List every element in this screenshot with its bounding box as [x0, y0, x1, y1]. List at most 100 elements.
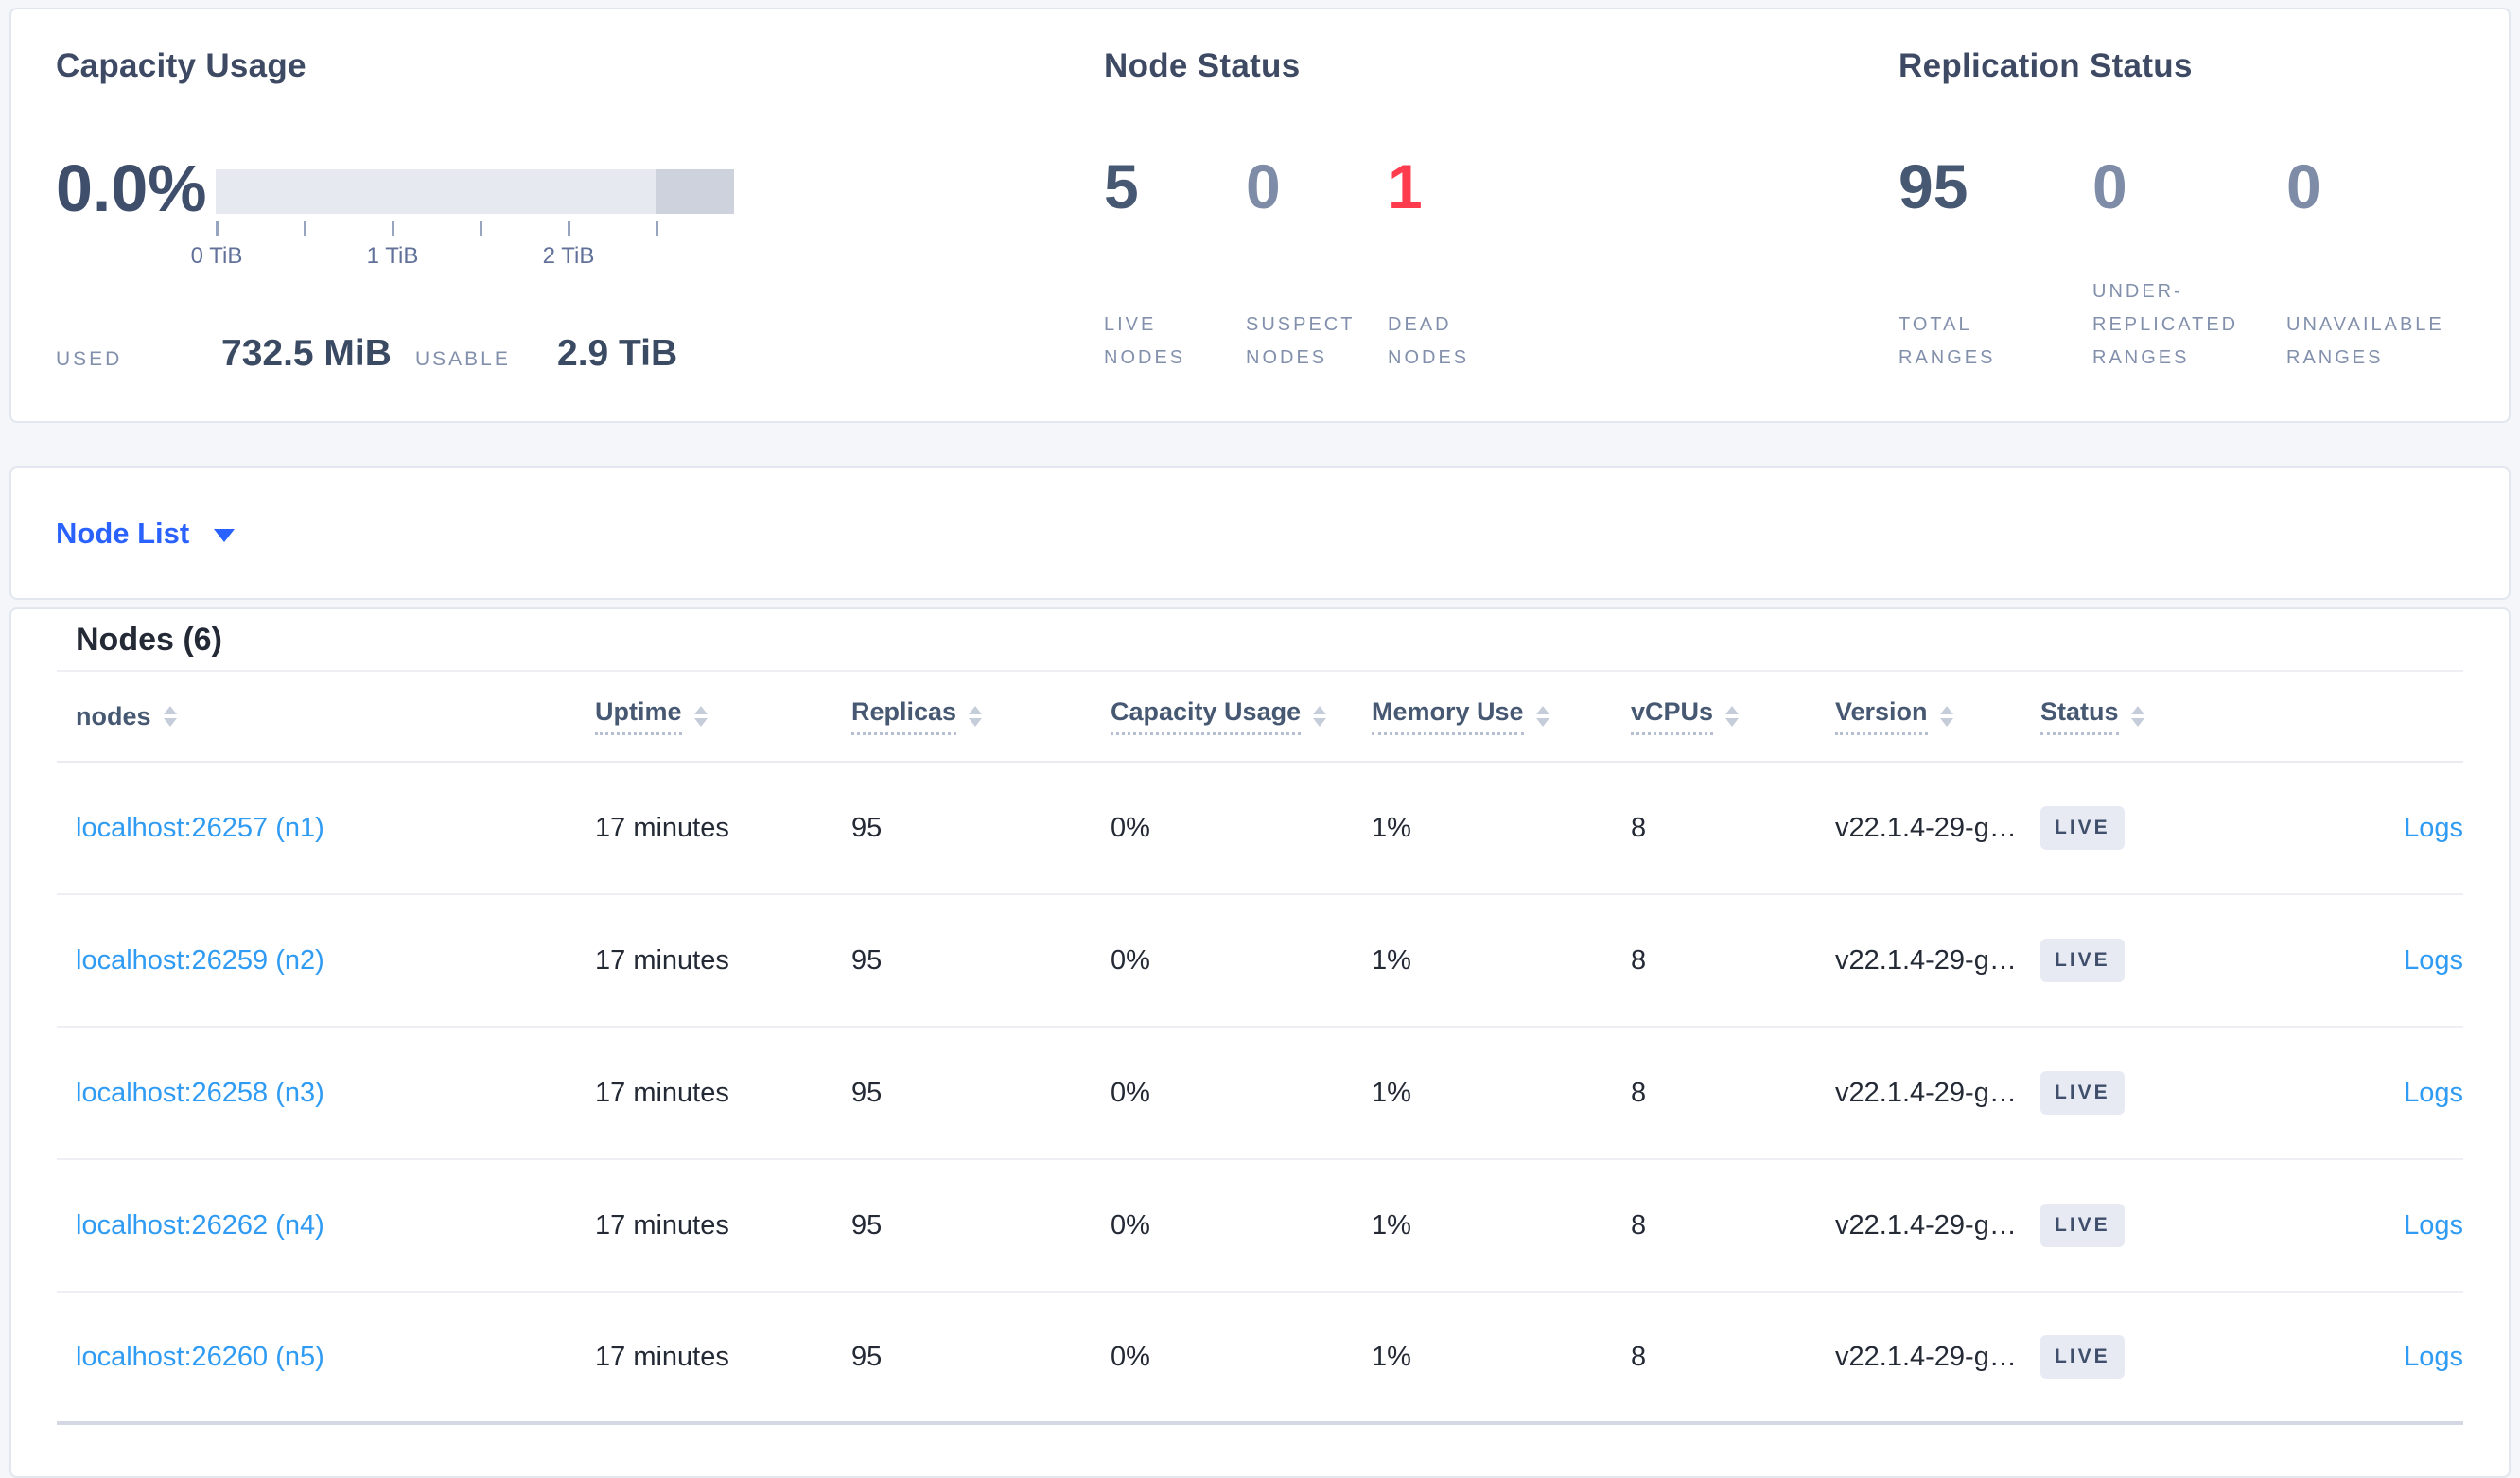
vcpus-cell: 8	[1631, 944, 1647, 976]
sort-carets-icon	[2130, 706, 2144, 727]
status-badge: LIVE	[2040, 806, 2125, 850]
status-badge: LIVE	[2040, 1204, 2125, 1247]
column-header-label: nodes	[76, 701, 151, 730]
replicas-cell: 95	[851, 1077, 883, 1108]
node-link[interactable]: localhost:26258 (n3)	[76, 1077, 324, 1108]
stat-value: 0	[2092, 151, 2127, 221]
stat-dead-nodes: 1 DEAD NODES	[1388, 129, 1530, 375]
capacity-usage-section: Capacity Usage 0.0% 0 TiB 1 TiB 2 TiB	[56, 49, 1104, 421]
memory-use-cell: 1%	[1372, 1341, 1411, 1372]
status-badge: LIVE	[2040, 1335, 2125, 1379]
view-selector-dropdown[interactable]: Node List	[56, 517, 236, 551]
logs-link[interactable]: Logs	[2404, 944, 2463, 976]
axis-tick	[656, 221, 658, 236]
stat-value: 0	[2286, 151, 2321, 221]
used-value: 732.5 MiB	[221, 333, 392, 374]
vcpus-cell: 8	[1631, 1077, 1647, 1108]
stat-unavailable-ranges: 0 UNAVAILABLE RANGES	[2286, 129, 2480, 375]
replicas-cell: 95	[851, 812, 883, 843]
column-header-replicas[interactable]: Replicas	[851, 672, 1111, 761]
logs-cell: Logs	[2244, 895, 2463, 1026]
sort-carets-icon	[693, 706, 708, 727]
column-header-label: Status	[2040, 697, 2119, 735]
memory-use-cell: 1%	[1372, 944, 1411, 976]
status-badge: LIVE	[2040, 939, 2125, 982]
nodes-table-title: Nodes (6)	[76, 621, 222, 658]
vcpus-cell: 8	[1631, 1341, 1647, 1372]
logs-cell: Logs	[2244, 1293, 2463, 1421]
stat-label: LIVE NODES	[1104, 314, 1186, 368]
sort-carets-icon	[1725, 706, 1740, 727]
node-link[interactable]: localhost:26260 (n5)	[76, 1341, 324, 1372]
status-cell: LIVE	[2040, 1028, 2244, 1158]
column-header-capacity_usage[interactable]: Capacity Usage	[1111, 672, 1372, 761]
status-cell: LIVE	[2040, 1293, 2244, 1421]
replicas-cell: 95	[851, 1209, 883, 1240]
usable-value: 2.9 TiB	[557, 333, 678, 374]
logs-link[interactable]: Logs	[2404, 812, 2463, 843]
axis-tick-label: 2 TiB	[542, 243, 595, 269]
capacity-bar-track	[216, 169, 734, 214]
capacity-usage-title: Capacity Usage	[56, 47, 306, 84]
capacity-bar-reserved-segment	[656, 169, 734, 214]
axis-tick-label: 0 TiB	[190, 243, 243, 269]
column-header-vcpus[interactable]: vCPUs	[1631, 672, 1835, 761]
logs-link[interactable]: Logs	[2404, 1077, 2463, 1108]
status-cell: LIVE	[2040, 895, 2244, 1026]
sort-carets-icon	[1313, 706, 1327, 727]
column-header-uptime[interactable]: Uptime	[595, 672, 851, 761]
node-row: localhost:26259 (n2) 17 minutes 95 0% 1% 8 v22…	[57, 895, 2463, 1028]
nodes-table-card: Nodes (6) nodes Uptime Replicas Capacity Us…	[9, 607, 2511, 1478]
column-header-label: Uptime	[595, 697, 682, 735]
node-status-section: Node Status 5 LIVE NODES 0 SUSPECT NODES 1 DE…	[1104, 49, 1899, 421]
replication-status-title: Replication Status	[1899, 47, 2193, 84]
logs-cell: Logs	[2244, 1160, 2463, 1291]
logs-link[interactable]: Logs	[2404, 1341, 2463, 1372]
node-link[interactable]: localhost:26257 (n1)	[76, 812, 324, 843]
vcpus-cell: 8	[1631, 1209, 1647, 1240]
logs-link[interactable]: Logs	[2404, 1209, 2463, 1240]
capacity-used-usable-row: USED 732.5 MiB USABLE 2.9 TiB	[56, 333, 1104, 375]
stat-value: 5	[1104, 151, 1139, 221]
axis-tick	[216, 221, 219, 236]
column-header-node[interactable]: nodes	[76, 672, 595, 761]
vcpus-cell: 8	[1631, 812, 1647, 843]
replicas-cell: 95	[851, 1341, 883, 1372]
axis-tick	[392, 221, 394, 236]
sort-carets-icon	[1939, 706, 1953, 727]
column-header-version[interactable]: Version	[1835, 672, 2040, 761]
stat-label: TOTAL RANGES	[1899, 314, 1996, 368]
stat-value: 95	[1899, 151, 1969, 221]
capacity-usage-cell: 0%	[1111, 812, 1150, 843]
version-cell: v22.1.4-29-g…	[1835, 812, 2017, 843]
axis-tick	[304, 221, 306, 236]
view-selector-bar: Node List	[9, 466, 2511, 600]
stat-total-ranges: 95 TOTAL RANGES	[1899, 129, 2092, 375]
node-row: localhost:26262 (n4) 17 minutes 95 0% 1% 8 v22…	[57, 1160, 2463, 1293]
column-header-label: Version	[1835, 697, 1928, 735]
version-cell: v22.1.4-29-g…	[1835, 944, 2017, 976]
uptime-cell: 17 minutes	[595, 812, 729, 843]
stat-suspect-nodes: 0 SUSPECT NODES	[1246, 129, 1388, 375]
node-row: localhost:26260 (n5) 17 minutes 95 0% 1% 8 v22…	[57, 1293, 2463, 1425]
status-badge: LIVE	[2040, 1071, 2125, 1115]
version-cell: v22.1.4-29-g…	[1835, 1077, 2017, 1108]
uptime-cell: 17 minutes	[595, 1209, 729, 1240]
version-cell: v22.1.4-29-g…	[1835, 1209, 2017, 1240]
memory-use-cell: 1%	[1372, 1077, 1411, 1108]
stat-under--replicated-ranges: 0 UNDER- REPLICATED RANGES	[2092, 129, 2286, 375]
column-header-memory_use[interactable]: Memory Use	[1372, 672, 1631, 761]
node-link[interactable]: localhost:26262 (n4)	[76, 1209, 324, 1240]
column-header-status[interactable]: Status	[2040, 672, 2244, 761]
usable-label: USABLE	[415, 348, 511, 370]
column-header-label: Capacity Usage	[1111, 697, 1302, 735]
memory-use-cell: 1%	[1372, 812, 1411, 843]
status-cell: LIVE	[2040, 763, 2244, 893]
column-header-label: Replicas	[851, 697, 957, 735]
node-link[interactable]: localhost:26259 (n2)	[76, 944, 324, 976]
capacity-usage-cell: 0%	[1111, 1341, 1150, 1372]
status-cell: LIVE	[2040, 1160, 2244, 1291]
used-label: USED	[56, 348, 123, 370]
stat-label: DEAD NODES	[1388, 314, 1470, 368]
column-header-label: Memory Use	[1372, 697, 1524, 735]
